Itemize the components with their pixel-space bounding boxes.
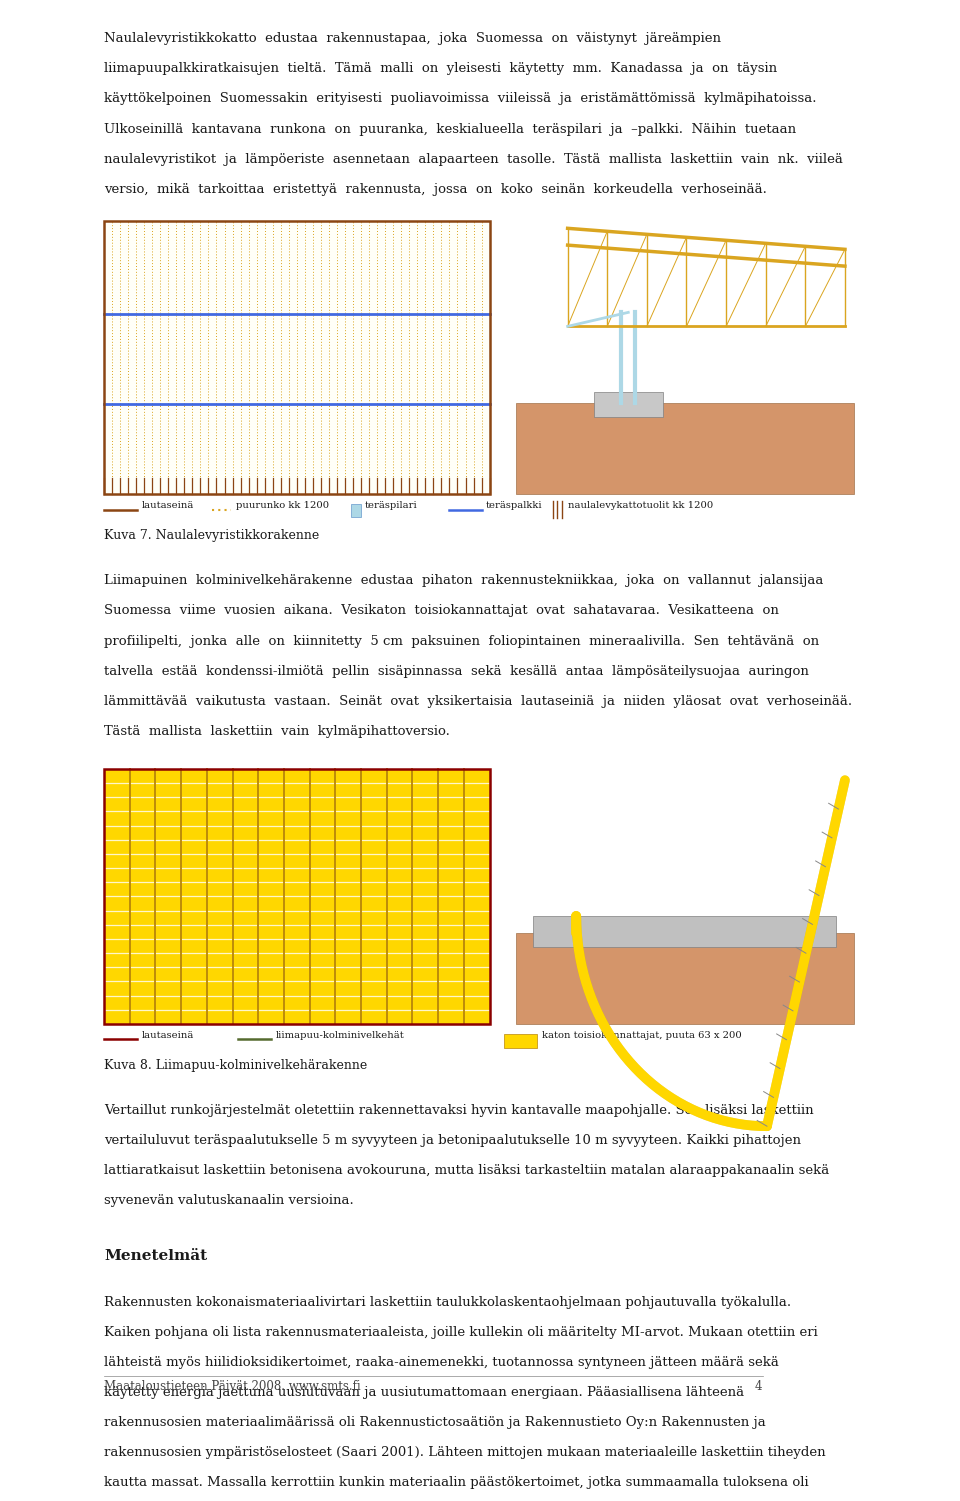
Text: teräspilari: teräspilari (365, 501, 418, 510)
Text: lämmittävää  vaikutusta  vastaan.  Seinät  ovat  yksikertaisia  lautaseiniä  ja : lämmittävää vaikutusta vastaan. Seinät o… (104, 695, 852, 708)
Text: talvella  estää  kondenssi-ilmiötä  pellin  sisäpinnassa  sekä  kesällä  antaa  : talvella estää kondenssi-ilmiötä pellin … (104, 665, 809, 677)
Text: profiilipelti,  jonka  alle  on  kiinnitetty  5 cm  paksuinen  foliopintainen  m: profiilipelti, jonka alle on kiinnitetty… (104, 635, 819, 647)
Text: naulalevyristikot  ja  lämpöeriste  asennetaan  alapaarteen  tasolle.  Tästä  ma: naulalevyristikot ja lämpöeriste asennet… (104, 153, 843, 165)
Text: rakennusosien materiaalimäärissä oli Rakennustictosaätiön ja Rakennustieto Oy:n : rakennusosien materiaalimäärissä oli Rak… (104, 1415, 766, 1429)
Text: Ulkoseinillä  kantavana  runkona  on  puuranka,  keskialueella  teräspilari  ja : Ulkoseinillä kantavana runkona on puuran… (104, 123, 796, 135)
Text: Suomessa  viime  vuosien  aikana.  Vesikaton  toisiokannattajat  ovat  sahatavar: Suomessa viime vuosien aikana. Vesikaton… (104, 605, 779, 617)
Bar (104, 221, 490, 494)
Text: Liimapuinen  kolminivelkehärakenne  edustaa  pihaton  rakennustekniikkaa,  joka : Liimapuinen kolminivelkehärakenne edusta… (104, 575, 824, 587)
Bar (516, 404, 853, 494)
Bar (533, 916, 836, 947)
Text: 4: 4 (756, 1379, 762, 1393)
Text: lattiaratkaisut laskettiin betonisena avokouruna, mutta lisäksi tarkasteltiin ma: lattiaratkaisut laskettiin betonisena av… (104, 1163, 829, 1177)
Text: Naulalevyristikkokatto  edustaa  rakennustapaa,  joka  Suomessa  on  väistynyt  : Naulalevyristikkokatto edustaa rakennust… (104, 32, 721, 45)
Text: syvenevän valutuskanaalin versioina.: syvenevän valutuskanaalin versioina. (104, 1195, 353, 1207)
Text: Tästä  mallista  laskettiin  vain  kylmäpihattoversio.: Tästä mallista laskettiin vain kylmäpiha… (104, 725, 450, 738)
Text: kautta massat. Massalla kerrottiin kunkin materiaalin päästökertoimet, jotka sum: kautta massat. Massalla kerrottiin kunki… (104, 1477, 808, 1489)
Text: Vertaillut runkojärjestelmät oletettiin rakennettavaksi hyvin kantavalle maapohj: Vertaillut runkojärjestelmät oletettiin … (104, 1103, 814, 1117)
Bar (504, 1034, 538, 1048)
Text: Kaiken pohjana oli lista rakennusmateriaaleista, joille kullekin oli määritelty : Kaiken pohjana oli lista rakennusmateria… (104, 1325, 818, 1339)
Bar (516, 934, 853, 1024)
Text: lautaseinä: lautaseinä (141, 1031, 194, 1040)
Text: lähteistä myös hiilidioksidikertoimet, raaka-ainemenekki, tuotannossa syntyneen : lähteistä myös hiilidioksidikertoimet, r… (104, 1355, 779, 1369)
Text: käytetty energia jaettuna uusiutuvaan ja uusiutumattomaan energiaan. Pääasiallis: käytetty energia jaettuna uusiutuvaan ja… (104, 1385, 744, 1399)
Text: Rakennusten kokonaismateriaalivirtari laskettiin taulukkolaskentaohjelmaan pohja: Rakennusten kokonaismateriaalivirtari la… (104, 1295, 791, 1309)
Text: vertailuluvut teräspaalutukselle 5 m syvyyteen ja betonipaalutukselle 10 m syvyy: vertailuluvut teräspaalutukselle 5 m syv… (104, 1133, 801, 1147)
Bar (104, 769, 490, 1024)
Text: naulalevykattotuolit kk 1200: naulalevykattotuolit kk 1200 (568, 501, 713, 510)
Text: Kuva 7. Naulalevyristikkorakenne: Kuva 7. Naulalevyristikkorakenne (104, 530, 320, 542)
Bar (593, 392, 663, 417)
Bar (104, 769, 490, 1024)
Bar (104, 221, 490, 494)
Text: Maataloustieteen Päivät 2008. www.smts.fi: Maataloustieteen Päivät 2008. www.smts.f… (104, 1379, 361, 1393)
Text: puurunko kk 1200: puurunko kk 1200 (236, 501, 329, 510)
Text: liimapuu-kolminivelkehät: liimapuu-kolminivelkehät (276, 1031, 404, 1040)
Text: rakennusosien ympäristöselosteet (Saari 2001). Lähteen mittojen mukaan materiaal: rakennusosien ympäristöselosteet (Saari … (104, 1447, 826, 1459)
Text: liimapuupalkkiratkaisujen  tieltä.  Tämä  malli  on  yleisesti  käytetty  mm.  K: liimapuupalkkiratkaisujen tieltä. Tämä m… (104, 63, 777, 75)
Text: käyttökelpoinen  Suomessakin  erityisesti  puoliavoimissa  viileissä  ja  eristä: käyttökelpoinen Suomessakin erityisesti … (104, 93, 817, 105)
Text: versio,  mikä  tarkoittaa  eristettyä  rakennusta,  jossa  on  koko  seinän  kor: versio, mikä tarkoittaa eristettyä raken… (104, 183, 767, 195)
Text: lautaseinä: lautaseinä (141, 501, 194, 510)
Text: Menetelmät: Menetelmät (104, 1249, 207, 1264)
Text: katon toisiokannattajat, puuta 63 x 200: katon toisiokannattajat, puuta 63 x 200 (541, 1031, 741, 1040)
Text: Kuva 8. Liimapuu-kolminivelkehärakenne: Kuva 8. Liimapuu-kolminivelkehärakenne (104, 1060, 368, 1072)
Text: teräspalkki: teräspalkki (486, 501, 542, 510)
Bar (351, 504, 361, 516)
